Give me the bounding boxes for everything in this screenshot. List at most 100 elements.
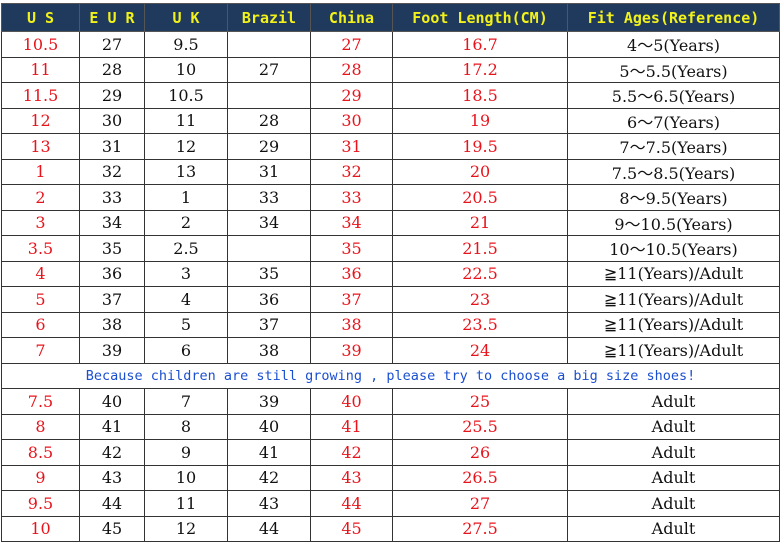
cell-china: 39: [310, 337, 393, 364]
cell-uk: 10: [144, 464, 228, 491]
table-row: 3 34 2 34 34 21 9～10.5(Years): [1, 209, 780, 236]
cell-fit-ages: 5.5～6.5(Years): [567, 82, 780, 109]
cell-eur: 32: [79, 158, 145, 185]
cell-fit-ages: 10～10.5(Years): [567, 235, 780, 262]
cell-us: 1: [1, 158, 80, 185]
cell-foot-length: 19.5: [392, 133, 568, 160]
cell-foot-length: 21.5: [392, 235, 568, 262]
table-row: 10 45 12 44 45 27.5 Adult: [1, 515, 780, 542]
cell-uk: 9: [144, 439, 228, 466]
cell-china: 40: [310, 388, 393, 415]
cell-brazil: 38: [227, 337, 311, 364]
cell-brazil: 35: [227, 260, 311, 287]
table-row: 6 38 5 37 38 23.5 ≧11(Years)/Adult: [1, 311, 780, 338]
cell-us: 12: [1, 107, 80, 134]
cell-us: 9.5: [1, 490, 80, 517]
cell-brazil: 34: [227, 209, 311, 236]
cell-brazil: 31: [227, 158, 311, 185]
cell-foot-length: 26: [392, 439, 568, 466]
table-row: 13 31 12 29 31 19.5 7～7.5(Years): [1, 133, 780, 160]
cell-fit-ages: ≧11(Years)/Adult: [567, 337, 780, 364]
cell-brazil: [227, 235, 311, 262]
table-row: 10.5 27 9.5 27 16.7 4～5(Years): [1, 31, 780, 58]
cell-brazil: 44: [227, 515, 311, 542]
cell-brazil: 39: [227, 388, 311, 415]
cell-china: 41: [310, 413, 393, 440]
table-row: 9.5 44 11 43 44 27 Adult: [1, 490, 780, 517]
cell-uk: 12: [144, 515, 228, 542]
cell-fit-ages: Adult: [567, 490, 780, 517]
table-row: 9 43 10 42 43 26.5 Adult: [1, 464, 780, 491]
cell-foot-length: 26.5: [392, 464, 568, 491]
cell-eur: 39: [79, 337, 145, 364]
cell-foot-length: 24: [392, 337, 568, 364]
cell-foot-length: 18.5: [392, 82, 568, 109]
table-row: 1 32 13 31 32 20 7.5～8.5(Years): [1, 158, 780, 185]
table-row: 11.5 29 10.5 29 18.5 5.5～6.5(Years): [1, 82, 780, 109]
header-eur: E U R: [79, 3, 145, 32]
growth-note: Because children are still growing , ple…: [1, 362, 780, 389]
cell-fit-ages: 6～7(Years): [567, 107, 780, 134]
cell-uk: 9.5: [144, 31, 228, 58]
cell-china: 42: [310, 439, 393, 466]
cell-brazil: 43: [227, 490, 311, 517]
note-row: Because children are still growing , ple…: [1, 362, 780, 389]
cell-foot-length: 21: [392, 209, 568, 236]
cell-china: 38: [310, 311, 393, 338]
cell-us: 7: [1, 337, 80, 364]
cell-us: 5: [1, 286, 80, 313]
cell-eur: 34: [79, 209, 145, 236]
cell-uk: 7: [144, 388, 228, 415]
cell-uk: 1: [144, 184, 228, 211]
cell-foot-length: 20.5: [392, 184, 568, 211]
cell-uk: 11: [144, 107, 228, 134]
table-row: 4 36 3 35 36 22.5 ≧11(Years)/Adult: [1, 260, 780, 287]
cell-fit-ages: ≧11(Years)/Adult: [567, 286, 780, 313]
cell-us: 9: [1, 464, 80, 491]
table-row: 11 28 10 27 28 17.2 5～5.5(Years): [1, 56, 780, 83]
cell-uk: 8: [144, 413, 228, 440]
cell-brazil: [227, 82, 311, 109]
cell-eur: 27: [79, 31, 145, 58]
cell-brazil: 27: [227, 56, 311, 83]
cell-china: 27: [310, 31, 393, 58]
cell-eur: 30: [79, 107, 145, 134]
cell-brazil: 42: [227, 464, 311, 491]
cell-china: 45: [310, 515, 393, 542]
cell-fit-ages: ≧11(Years)/Adult: [567, 311, 780, 338]
cell-eur: 35: [79, 235, 145, 262]
cell-uk: 4: [144, 286, 228, 313]
cell-uk: 6: [144, 337, 228, 364]
cell-fit-ages: Adult: [567, 515, 780, 542]
table-row: 12 30 11 28 30 19 6～7(Years): [1, 107, 780, 134]
cell-eur: 38: [79, 311, 145, 338]
header-china: China: [310, 3, 393, 32]
cell-foot-length: 23.5: [392, 311, 568, 338]
cell-foot-length: 25: [392, 388, 568, 415]
cell-foot-length: 19: [392, 107, 568, 134]
cell-foot-length: 25.5: [392, 413, 568, 440]
cell-china: 29: [310, 82, 393, 109]
cell-fit-ages: 9～10.5(Years): [567, 209, 780, 236]
cell-foot-length: 20: [392, 158, 568, 185]
table-row: 2 33 1 33 33 20.5 8～9.5(Years): [1, 184, 780, 211]
cell-uk: 11: [144, 490, 228, 517]
cell-foot-length: 27.5: [392, 515, 568, 542]
cell-uk: 10: [144, 56, 228, 83]
cell-china: 33: [310, 184, 393, 211]
cell-uk: 12: [144, 133, 228, 160]
cell-eur: 31: [79, 133, 145, 160]
cell-fit-ages: 7.5～8.5(Years): [567, 158, 780, 185]
cell-fit-ages: 8～9.5(Years): [567, 184, 780, 211]
cell-foot-length: 27: [392, 490, 568, 517]
cell-us: 2: [1, 184, 80, 211]
table-row: 7 39 6 38 39 24 ≧11(Years)/Adult: [1, 337, 780, 364]
cell-brazil: 36: [227, 286, 311, 313]
cell-brazil: 37: [227, 311, 311, 338]
cell-brazil: 40: [227, 413, 311, 440]
cell-eur: 43: [79, 464, 145, 491]
cell-china: 28: [310, 56, 393, 83]
cell-china: 35: [310, 235, 393, 262]
table-row: 7.5 40 7 39 40 25 Adult: [1, 388, 780, 415]
cell-china: 31: [310, 133, 393, 160]
